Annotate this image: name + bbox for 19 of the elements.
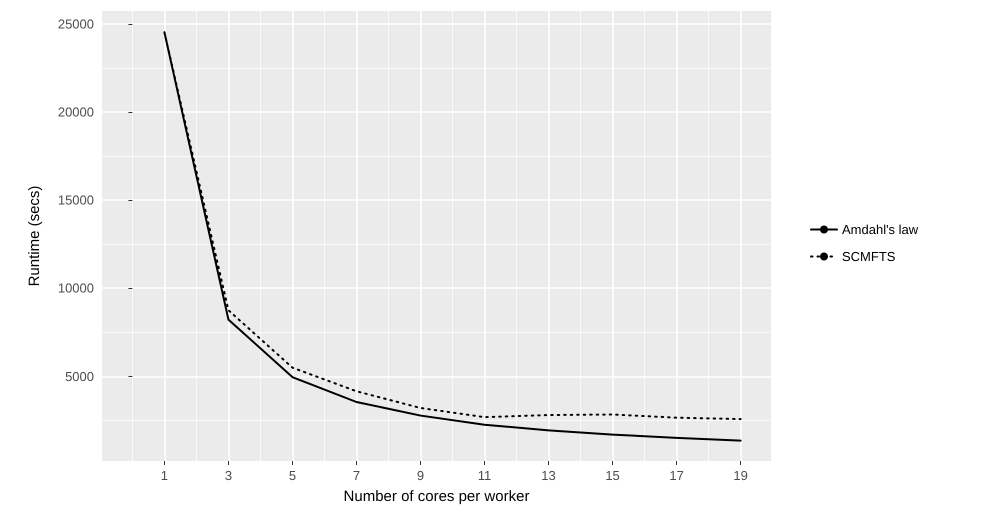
x-tick-label: 1 [160,468,168,483]
y-tick-label: 15000 [58,192,94,208]
x-tick-label: 11 [478,468,492,483]
x-tick-label: 5 [288,468,296,483]
y-tick-label: 25000 [58,16,94,32]
x-tick-label: 19 [733,468,748,483]
x-tick-label: 3 [224,468,232,483]
x-tick-label: 7 [352,468,360,483]
x-tick-label: 15 [605,468,620,483]
x-axis-title: Number of cores per worker [344,488,530,505]
y-tick-label: 20000 [58,104,94,120]
y-axis-title: Runtime (secs) [26,186,43,286]
y-tick-label: 10000 [58,280,94,296]
x-tick-label: 17 [669,468,684,483]
legend-label: SCMFTS [842,249,896,264]
x-tick-label: 13 [541,468,556,483]
x-tick-label: 9 [416,468,424,483]
y-tick-label: 5000 [65,368,94,384]
legend-label: Amdahl's law [842,222,919,237]
